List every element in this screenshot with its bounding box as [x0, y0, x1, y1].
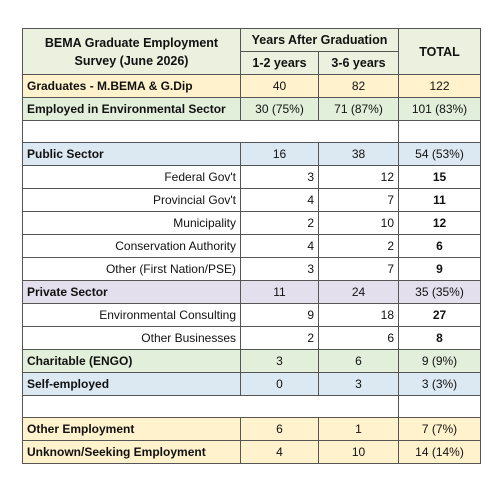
- row-label: Other Businesses: [22, 326, 241, 350]
- row-label: Employed in Environmental Sector: [22, 97, 241, 121]
- row-label: Federal Gov't: [22, 165, 241, 189]
- column-header: 1-2 years: [240, 51, 319, 75]
- table-row: Public Sector 16 38 54 (53%): [22, 142, 481, 166]
- total-cell: 9: [398, 257, 481, 281]
- value-cell: 16: [240, 142, 319, 166]
- total-cell: 35 (35%): [398, 280, 481, 304]
- table-row: Employed in Environmental Sector 30 (75%)…: [22, 97, 481, 121]
- total-cell: 54 (53%): [398, 142, 481, 166]
- value-cell: 11: [240, 280, 319, 304]
- empty-cell: [398, 395, 481, 418]
- table-row: Conservation Authority 4 2 6: [22, 234, 481, 258]
- column-group: Years After Graduation: [240, 28, 399, 52]
- table-row: Environmental Consulting 9 18 27: [22, 303, 481, 327]
- value-cell: 24: [318, 280, 399, 304]
- table-row: Graduates - M.BEMA & G.Dip 40 82 122: [22, 74, 481, 98]
- table-row: Private Sector 11 24 35 (35%): [22, 280, 481, 304]
- total-cell: 27: [398, 303, 481, 327]
- table-row: Municipality 2 10 12: [22, 211, 481, 235]
- blank-row: [22, 120, 481, 143]
- total-cell: 122: [398, 74, 481, 98]
- value-cell: 7: [318, 188, 399, 212]
- value-cell: 10: [318, 440, 399, 464]
- row-label: Unknown/Seeking Employment: [22, 440, 241, 464]
- total-cell: 14 (14%): [398, 440, 481, 464]
- value-cell: 2: [240, 211, 319, 235]
- total-cell: 101 (83%): [398, 97, 481, 121]
- value-cell: 6: [240, 417, 319, 441]
- value-cell: 4: [240, 440, 319, 464]
- table-row: Other Employment 6 1 7 (7%): [22, 417, 481, 441]
- total-cell: 8: [398, 326, 481, 350]
- value-cell: 6: [318, 326, 399, 350]
- empty-cell: [22, 120, 399, 143]
- value-cell: 12: [318, 165, 399, 189]
- value-cell: 0: [240, 372, 319, 396]
- value-cell: 9: [240, 303, 319, 327]
- value-cell: 10: [318, 211, 399, 235]
- header-row: BEMA Graduate Employment Survey (June 20…: [22, 28, 481, 75]
- employment-table: BEMA Graduate Employment Survey (June 20…: [22, 28, 481, 464]
- row-label: Public Sector: [22, 142, 241, 166]
- total-cell: 6: [398, 234, 481, 258]
- value-cell: 38: [318, 142, 399, 166]
- table-row: Self-employed 0 3 3 (3%): [22, 372, 481, 396]
- value-cell: 2: [240, 326, 319, 350]
- value-cell: 3: [240, 257, 319, 281]
- empty-cell: [398, 120, 481, 143]
- value-cell: 71 (87%): [318, 97, 399, 121]
- value-cell: 6: [318, 349, 399, 373]
- total-cell: 11: [398, 188, 481, 212]
- total-cell: 12: [398, 211, 481, 235]
- column-header: 3-6 years: [318, 51, 399, 75]
- value-cell: 4: [240, 234, 319, 258]
- row-label: Municipality: [22, 211, 241, 235]
- value-cell: 18: [318, 303, 399, 327]
- total-cell: 15: [398, 165, 481, 189]
- value-cell: 2: [318, 234, 399, 258]
- row-label: Environmental Consulting: [22, 303, 241, 327]
- table-row: Provincial Gov't 4 7 11: [22, 188, 481, 212]
- value-cell: 82: [318, 74, 399, 98]
- row-label: Private Sector: [22, 280, 241, 304]
- row-label: Conservation Authority: [22, 234, 241, 258]
- table-row: Other Businesses 2 6 8: [22, 326, 481, 350]
- value-cell: 3: [240, 165, 319, 189]
- total-header: TOTAL: [398, 28, 481, 75]
- value-cell: 4: [240, 188, 319, 212]
- row-label: Other Employment: [22, 417, 241, 441]
- value-cell: 1: [318, 417, 399, 441]
- total-cell: 3 (3%): [398, 372, 481, 396]
- value-cell: 30 (75%): [240, 97, 319, 121]
- value-cell: 7: [318, 257, 399, 281]
- table-row: Unknown/Seeking Employment 4 10 14 (14%): [22, 440, 481, 464]
- blank-row: [22, 395, 481, 418]
- row-label: Provincial Gov't: [22, 188, 241, 212]
- row-label: Self-employed: [22, 372, 241, 396]
- row-label: Charitable (ENGO): [22, 349, 241, 373]
- row-label: Other (First Nation/PSE): [22, 257, 241, 281]
- value-cell: 40: [240, 74, 319, 98]
- value-cell: 3: [240, 349, 319, 373]
- total-cell: 7 (7%): [398, 417, 481, 441]
- row-label: Graduates - M.BEMA & G.Dip: [22, 74, 241, 98]
- value-cell: 3: [318, 372, 399, 396]
- total-cell: 9 (9%): [398, 349, 481, 373]
- table-title: BEMA Graduate Employment Survey (June 20…: [22, 28, 241, 75]
- empty-cell: [22, 395, 399, 418]
- table-row: Other (First Nation/PSE) 3 7 9: [22, 257, 481, 281]
- table-row: Charitable (ENGO) 3 6 9 (9%): [22, 349, 481, 373]
- table-row: Federal Gov't 3 12 15: [22, 165, 481, 189]
